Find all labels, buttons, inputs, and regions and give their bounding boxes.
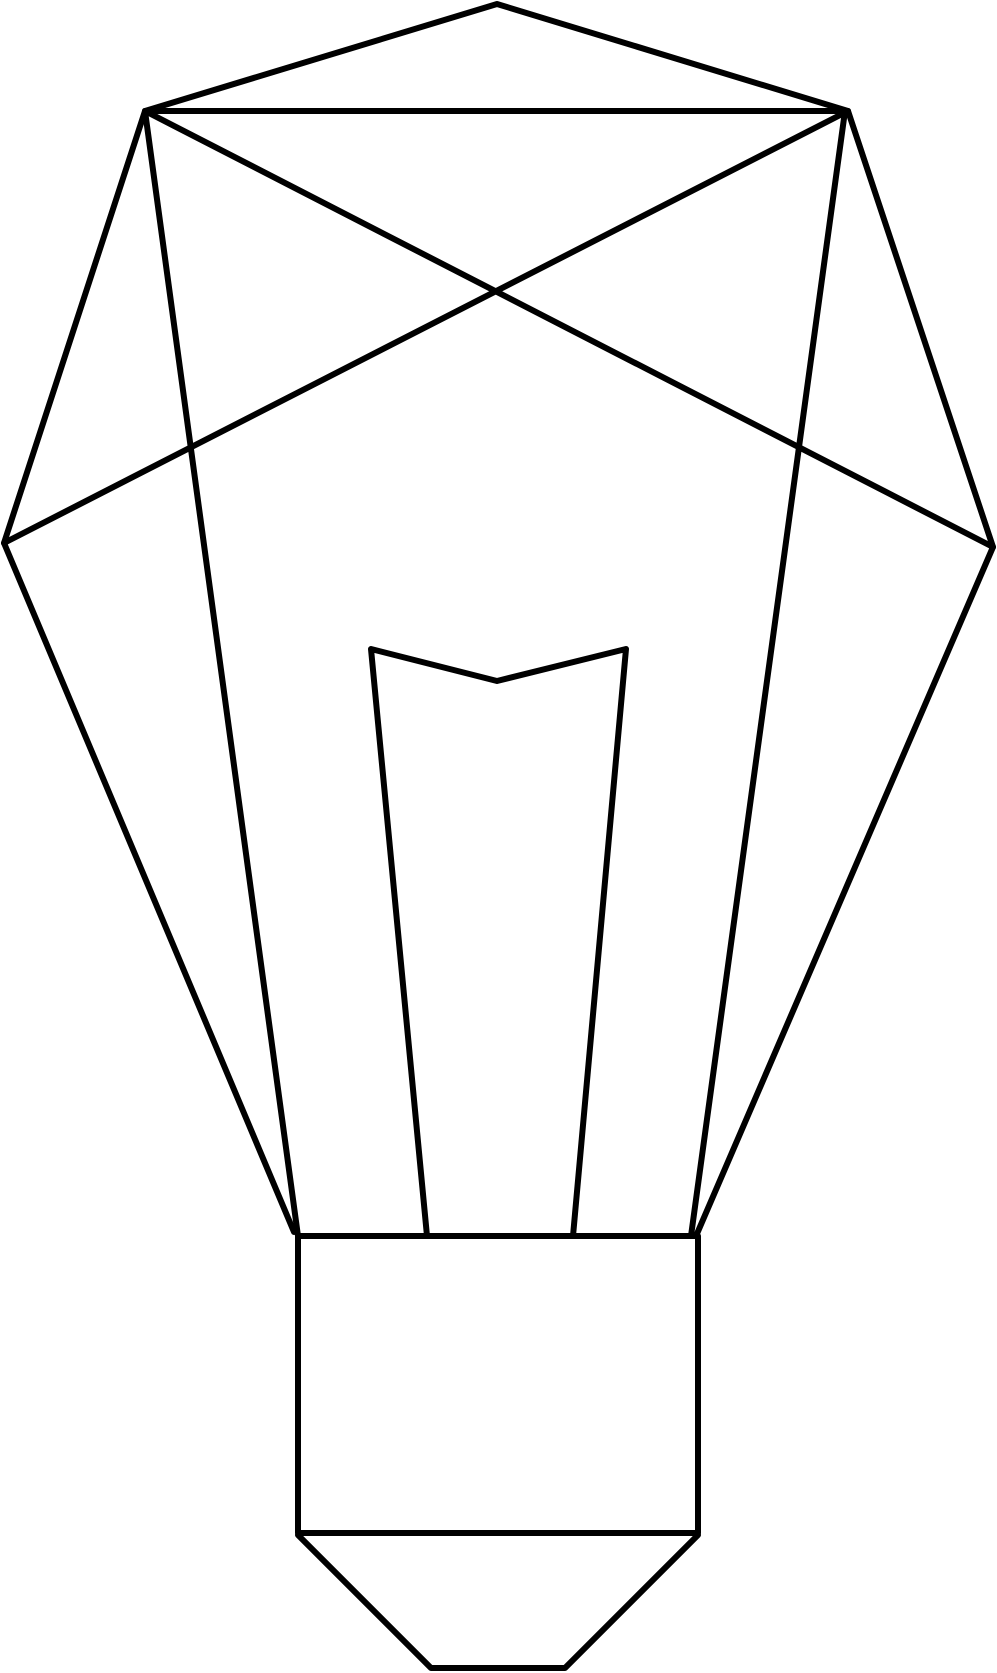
- filament-wire: [368, 646, 629, 1239]
- bulb-diagonal-left-to-right: [142, 108, 996, 550]
- bulb-outer-right-lower: [693, 544, 996, 1239]
- bulb-outer-left-lower: [1, 540, 297, 1235]
- bulb-glass: [1, 1, 996, 1239]
- bulb-inner-left-facet: [142, 108, 301, 1239]
- bulb-outer-right-upper: [845, 108, 996, 550]
- screw-base: [295, 1233, 701, 1671]
- filament: [368, 646, 629, 1239]
- bulb-inner-right-facet: [688, 108, 848, 1239]
- bulb-outer-left-upper: [1, 108, 148, 546]
- bulb-top-roof: [142, 1, 851, 114]
- base-collar: [295, 1233, 701, 1536]
- base-tip: [295, 1532, 701, 1671]
- bulb-diagonal-right-to-left: [1, 108, 851, 546]
